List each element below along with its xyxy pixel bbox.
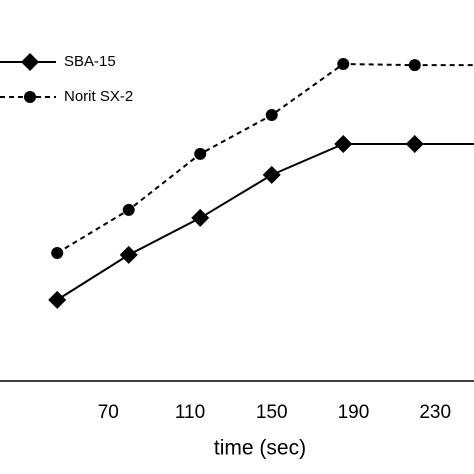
data-point (194, 147, 207, 160)
data-point (405, 135, 424, 154)
data-point (265, 109, 278, 122)
legend-label: Norit SX-2 (64, 88, 133, 105)
data-point (334, 135, 353, 154)
legend-marker (21, 53, 39, 71)
plot-area (48, 58, 474, 309)
x-tick-label: 150 (256, 402, 288, 423)
data-point (48, 290, 67, 309)
data-point (262, 165, 281, 184)
data-point (337, 58, 350, 71)
data-point (119, 245, 138, 264)
data-point (51, 246, 64, 259)
x-axis-label: time (sec) (214, 437, 306, 460)
data-point (191, 208, 210, 227)
x-tick-label: 70 (98, 402, 119, 423)
series-line (56, 143, 474, 301)
x-tick-label: 230 (419, 402, 451, 423)
x-tick-label: 190 (338, 402, 370, 423)
x-tick-label: 110 (175, 402, 205, 423)
legend-marker (24, 91, 36, 103)
data-point (408, 59, 421, 72)
legend-label: SBA-15 (64, 53, 116, 70)
data-point (122, 203, 135, 216)
